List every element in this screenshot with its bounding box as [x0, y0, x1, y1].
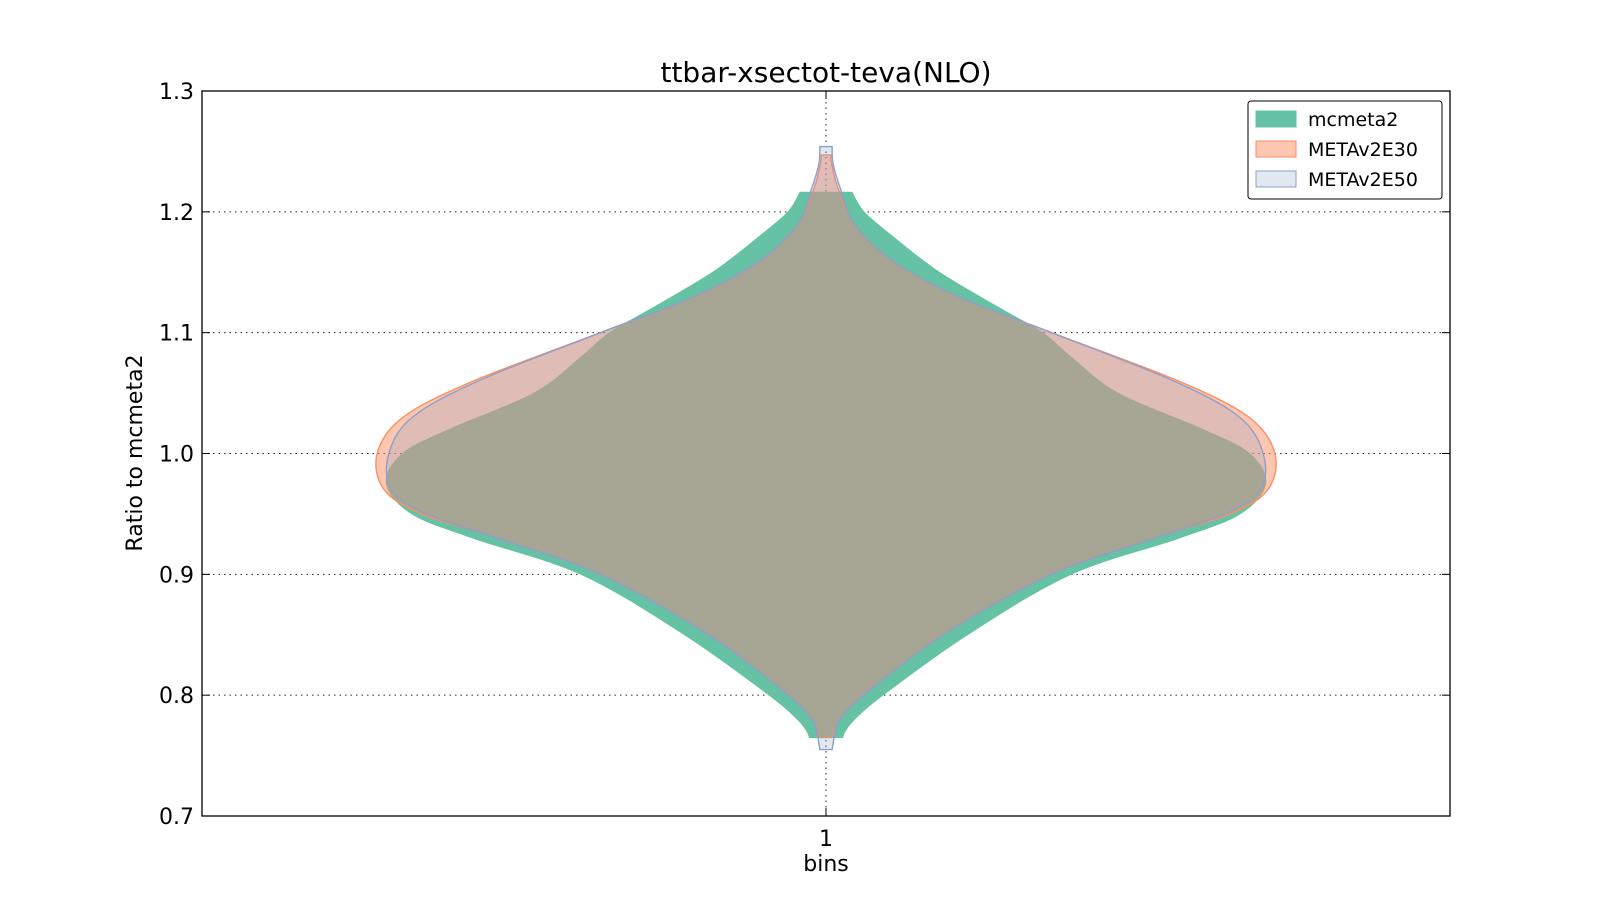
legend-label: mcmeta2 — [1308, 109, 1398, 131]
y-axis-ticks: 0.7 0.8 0.9 1.0 1.1 1.2 1.3 — [159, 80, 1450, 830]
legend-label: METAv2E30 — [1308, 139, 1418, 161]
chart-title: ttbar-xsectot-teva(NLO) — [660, 56, 991, 89]
violin-METAv2E50 — [385, 145, 1267, 751]
legend-swatch — [1255, 110, 1297, 128]
y-tick-label: 0.9 — [159, 563, 194, 588]
y-tick-label: 0.8 — [159, 684, 194, 709]
legend-label: METAv2E50 — [1308, 169, 1418, 191]
y-tick-label: 1.2 — [159, 201, 194, 226]
y-tick-label: 0.7 — [159, 805, 194, 830]
y-axis-label: Ratio to mcmeta2 — [123, 354, 148, 551]
violins — [375, 145, 1277, 751]
y-tick-label: 1.1 — [159, 322, 194, 347]
x-axis-label: bins — [803, 852, 848, 877]
y-tick-label: 1.3 — [159, 80, 194, 105]
legend-swatch — [1255, 170, 1297, 188]
legend: mcmeta2 METAv2E30 METAv2E50 — [1247, 100, 1443, 200]
x-axis-ticks: 1 — [819, 91, 833, 852]
y-tick-label: 1.0 — [159, 443, 194, 468]
x-tick-label: 1 — [819, 827, 833, 852]
legend-swatch — [1255, 140, 1297, 158]
